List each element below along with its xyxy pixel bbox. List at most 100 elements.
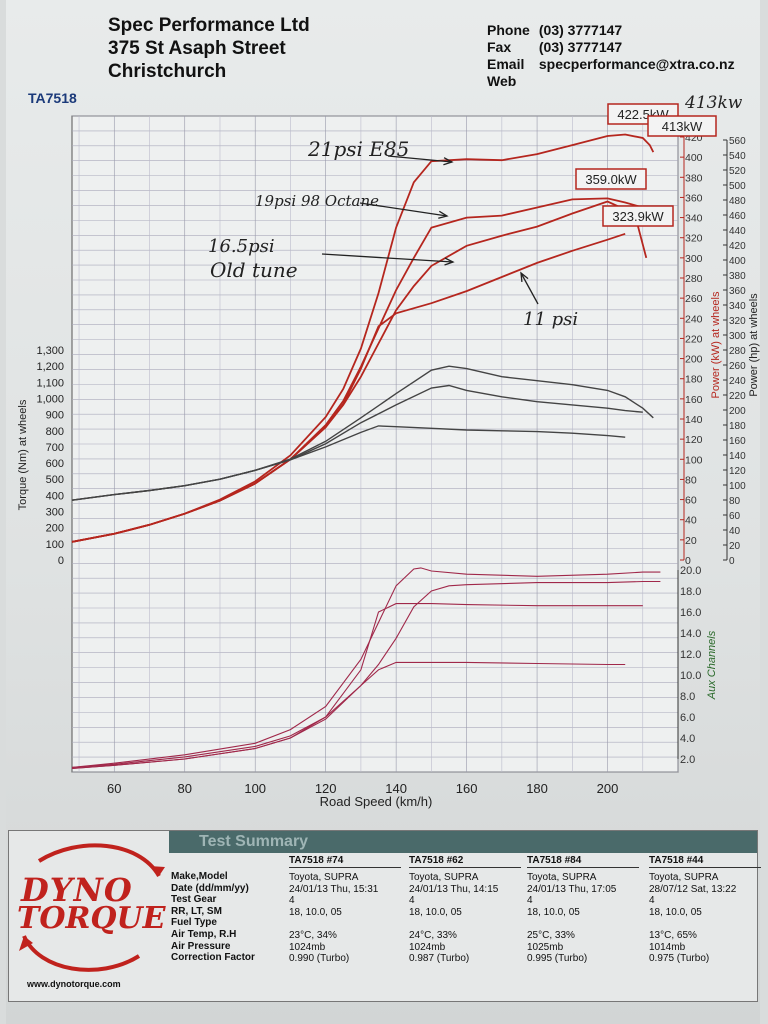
annotation-arrow [520, 272, 539, 305]
test-summary: Test Summary DYNO TORQUE www.dynotorque.… [8, 830, 761, 1002]
kw-tick-label: 200 [685, 354, 703, 366]
contact-fax: Fax (03) 3777147 [487, 39, 735, 56]
aux-tick-label: 4.0 [680, 733, 695, 745]
summary-row-label: Correction Factor [171, 952, 255, 964]
logo-dyno-text: DYNO [21, 871, 133, 909]
kw-tick-label: 240 [685, 313, 703, 325]
summary-cell: 0.975 (Turbo) [649, 953, 710, 965]
hp-tick-label: 0 [729, 556, 735, 567]
summary-cell: Toyota, SUPRA [289, 872, 359, 883]
summary-cell: 4 [527, 895, 533, 907]
summary-cell: 1025mb [527, 941, 564, 953]
hp-tick-label: 380 [729, 271, 746, 282]
annotation-arrow [321, 253, 454, 263]
contact-web: Web [487, 73, 735, 90]
x-axis-label: Road Speed (km/h) [320, 794, 433, 809]
hp-tick-label: 140 [729, 451, 746, 462]
summary-cell: 24/01/13 Thu, 17:05 [527, 883, 617, 895]
torque-tick-label: 900 [46, 410, 64, 422]
summary-cell [409, 918, 521, 930]
aux-tick-label: 20.0 [680, 565, 701, 577]
summary-cell: 1024mb [289, 941, 326, 953]
aux-tick-label: 8.0 [680, 691, 695, 703]
contact-label: Fax [487, 39, 512, 55]
peak-label: 413kW [662, 119, 703, 134]
handwritten-note: 19psi 98 Octane [255, 192, 379, 210]
kw-tick-label: 20 [685, 535, 697, 547]
contact-phone: Phone (03) 3777147 [487, 22, 735, 39]
torque-tick-label: 700 [46, 442, 64, 454]
summary-cell: 24°C, 33% [409, 929, 457, 941]
kw-tick-label: 60 [685, 495, 697, 507]
summary-row-label: Fuel Type [171, 917, 217, 929]
aux-tick-label: 10.0 [680, 670, 701, 682]
x-tick-label: 60 [107, 781, 121, 796]
arrow-head-icon [444, 257, 455, 266]
summary-cell: 4 [649, 895, 655, 907]
run-id: TA7518 [28, 90, 77, 106]
contact-value: specperformance@xtra.co.nz [538, 56, 735, 72]
hp-tick-label: 440 [729, 226, 746, 237]
kw-tick-label: 320 [685, 233, 703, 245]
aux-tick-label: 2.0 [680, 754, 695, 766]
summary-cell: Toyota, SUPRA [409, 872, 479, 883]
x-tick-label: 80 [178, 781, 192, 796]
company-address: Spec Performance Ltd 375 St Asaph Street… [108, 14, 310, 83]
contact-label: Phone [487, 22, 530, 38]
kw-tick-label: 380 [685, 172, 703, 184]
x-tick-label: 100 [244, 781, 266, 796]
summary-row-label: Make,Model [171, 871, 228, 882]
kw-tick-label: 400 [685, 152, 703, 164]
aux-tick-label: 16.0 [680, 607, 701, 619]
hp-tick-label: 320 [729, 316, 746, 327]
company-city: Christchurch [108, 61, 227, 82]
hp-tick-label: 560 [729, 136, 746, 147]
kw-axis-label: Power (kW) at wheels [710, 291, 722, 398]
torque-tick-label: 500 [46, 474, 64, 486]
torque-tick-label: 1,100 [36, 377, 64, 389]
aux-tick-label: 18.0 [680, 586, 701, 598]
torque-tick-label: 0 [58, 555, 64, 567]
summary-row-label: RR, LT, SM [171, 905, 222, 917]
summary-cell: 24/01/13 Thu, 14:15 [409, 883, 499, 895]
hp-tick-label: 360 [729, 286, 746, 297]
kw-tick-label: 140 [685, 414, 703, 426]
summary-column-header: TA7518 #62 [409, 855, 521, 868]
hp-tick-label: 40 [729, 526, 741, 537]
summary-column: TA7518 #74 Toyota, SUPRA 24/01/13 Thu, 15:… [289, 855, 401, 965]
summary-row-label: Air Temp, R.H [171, 928, 237, 940]
summary-cell: 18, 10.0, 05 [527, 906, 580, 918]
hp-tick-label: 480 [729, 196, 746, 207]
annotation-arrow [359, 202, 448, 217]
summary-cell: Toyota, SUPRA [527, 872, 597, 883]
x-tick-label: 120 [315, 781, 337, 796]
hp-tick-label: 120 [729, 466, 746, 477]
kw-tick-label: 160 [685, 394, 703, 406]
summary-cell: 25°C, 33% [527, 929, 575, 941]
x-tick-label: 200 [597, 781, 619, 796]
summary-cell: 4 [409, 895, 415, 907]
kw-tick-label: 40 [685, 515, 697, 527]
kw-tick-label: 100 [685, 454, 703, 466]
series-line-6 [71, 425, 626, 501]
hp-tick-label: 400 [729, 256, 746, 267]
summary-cell: 0.987 (Turbo) [409, 953, 470, 965]
hp-tick-label: 240 [729, 376, 746, 387]
summary-cell: 13°C, 65% [649, 929, 697, 941]
aux-line-0 [71, 567, 661, 768]
summary-cell: 18, 10.0, 05 [409, 906, 462, 918]
series-line-3 [71, 232, 626, 543]
x-tick-label: 180 [526, 781, 548, 796]
kw-tick-label: 300 [685, 253, 703, 265]
summary-cell: 24/01/13 Thu, 15:31 [289, 883, 379, 895]
torque-tick-label: 300 [46, 507, 64, 519]
logo-url: www.dynotorque.com [27, 979, 121, 989]
contact-value: (03) 3777147 [538, 39, 623, 55]
kw-tick-label: 220 [685, 333, 703, 345]
hp-tick-label: 220 [729, 391, 746, 402]
summary-column: TA7518 #44 Toyota, SUPRA 28/07/12 Sat, 13:… [649, 855, 761, 965]
hp-tick-label: 260 [729, 361, 746, 372]
aux-tick-label: 12.0 [680, 649, 701, 661]
hp-tick-label: 520 [729, 166, 746, 177]
